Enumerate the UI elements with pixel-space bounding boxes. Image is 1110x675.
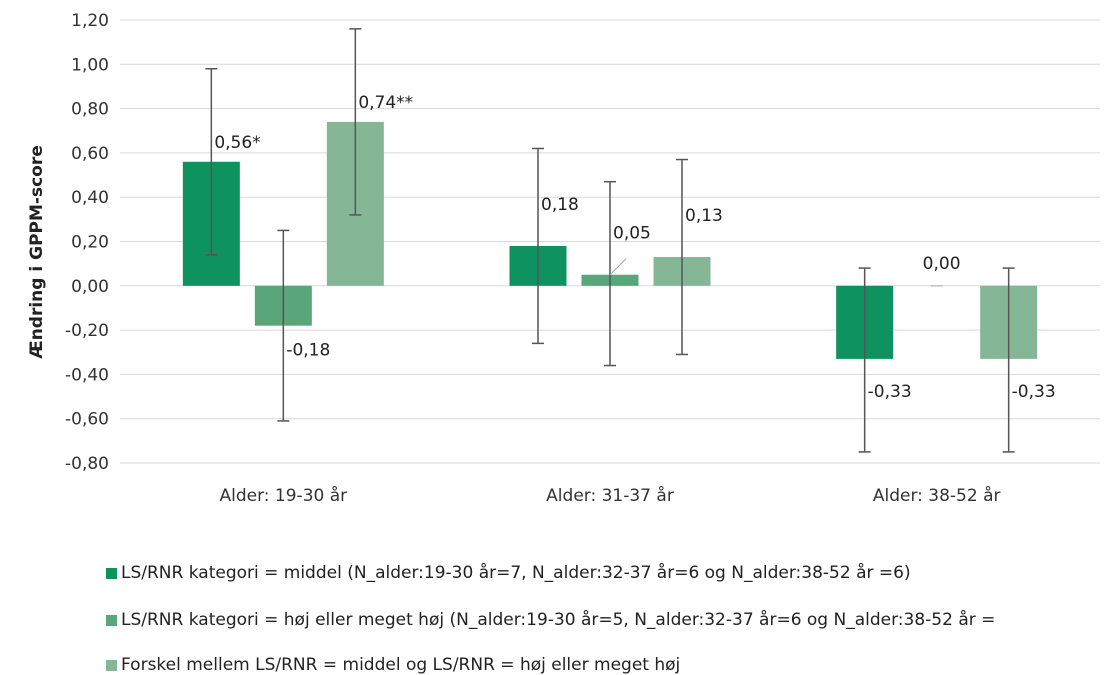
y-tick-label: 0,80 [71, 100, 109, 120]
error-bars [205, 28, 1015, 453]
x-category-label: Alder: 31-37 år [546, 485, 674, 506]
data-label: 0,74** [358, 93, 413, 113]
y-tick-label: 0,20 [71, 233, 109, 253]
y-tick-label: -0,60 [65, 410, 109, 430]
y-axis-label: Ændring i GPPM-score [27, 145, 47, 359]
y-tick-label: 0,00 [71, 277, 109, 297]
data-label: 0,13 [685, 206, 723, 226]
y-tick-label: -0,20 [65, 321, 109, 341]
y-tick-label: 1,00 [71, 55, 109, 75]
y-tick-label: -0,40 [65, 365, 109, 385]
y-tick-label: 0,60 [71, 144, 109, 164]
data-labels: 0,56* -0,18 0,74** 0,18 0,05 0,13 -0,33 0,00 -0,… [214, 93, 1055, 402]
y-axis-ticks: -0,80 -0,60 -0,40 -0,20 0,00 0,20 0,40 0,60 0,80… [65, 11, 109, 474]
data-label: -0,33 [868, 382, 912, 402]
data-label: 0,00 [923, 254, 961, 274]
data-label: 0,56* [214, 133, 260, 153]
data-label: -0,33 [1012, 382, 1056, 402]
y-tick-label: 0,40 [71, 188, 109, 208]
x-axis-categories: Alder: 19-30 år Alder: 31-37 år Alder: 38-… [220, 485, 1001, 506]
x-category-label: Alder: 38-52 år [873, 485, 1001, 506]
y-tick-label: -0,80 [65, 454, 109, 474]
x-category-label: Alder: 19-30 år [220, 485, 348, 506]
data-label: -0,18 [286, 341, 330, 361]
y-tick-label: 1,20 [71, 11, 109, 31]
leader-line [609, 258, 627, 276]
data-label: 0,05 [613, 224, 651, 244]
data-label: 0,18 [541, 195, 579, 215]
